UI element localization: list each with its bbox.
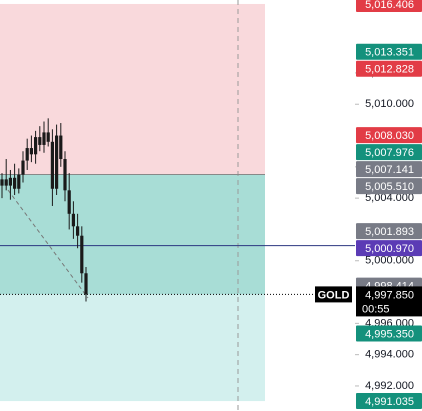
price-label: 4,991.035 <box>365 396 414 408</box>
countdown: 00:55 <box>362 303 390 315</box>
price-label: 4,995.350 <box>365 328 414 340</box>
current-price-label: 4,997.850 <box>365 289 414 301</box>
price-label: 5,013.351 <box>365 47 414 59</box>
candle-body <box>84 273 88 295</box>
zone <box>0 294 265 402</box>
price-label-box <box>356 325 422 342</box>
candle-body <box>42 132 46 145</box>
price-label-box <box>356 43 422 60</box>
price-label: 5,001.893 <box>365 226 414 238</box>
candle-body <box>46 132 50 142</box>
zone <box>0 174 265 295</box>
y-tick-label: 4,992.000 <box>365 380 414 392</box>
candle-body <box>21 160 25 175</box>
candle-body <box>0 179 4 186</box>
price-label-box <box>356 240 422 257</box>
symbol-tag <box>315 286 352 303</box>
candle-body <box>76 226 80 236</box>
price-label: 5,016.406 <box>365 0 414 11</box>
trend-line <box>7 189 89 299</box>
price-label: 5,008.030 <box>365 130 414 142</box>
price-label-box <box>356 60 422 77</box>
current-price-box <box>356 286 422 317</box>
price-label-box <box>356 393 422 410</box>
candle-body <box>71 213 75 227</box>
price-label: 5,012.828 <box>365 64 414 76</box>
price-label: 5,007.976 <box>365 147 414 159</box>
price-label-box <box>356 161 422 178</box>
candle-body <box>50 141 54 189</box>
candle-body <box>80 235 84 274</box>
candle-body <box>67 190 71 214</box>
price-label-box <box>356 0 422 12</box>
price-label: 5,005.510 <box>365 181 414 193</box>
price-label-box <box>356 223 422 240</box>
price-label-box <box>356 178 422 195</box>
candle-body <box>63 159 67 191</box>
y-tick-label: 5,004.000 <box>365 192 414 204</box>
price-label-box <box>356 127 422 144</box>
candle-body <box>38 137 42 145</box>
price-label-box <box>356 144 422 161</box>
candle-body <box>13 177 17 189</box>
zones <box>0 3 265 402</box>
candle-body <box>8 177 12 186</box>
price-label: 5,007.141 <box>365 164 414 176</box>
candle-body <box>29 148 33 155</box>
candle-body <box>4 179 8 186</box>
y-tick-label: 4,994.000 <box>365 349 414 361</box>
candle-body <box>17 174 21 189</box>
candle-body <box>25 148 29 161</box>
candle-body <box>59 135 63 160</box>
symbol: GOLD <box>318 289 350 301</box>
candle-body <box>55 135 59 189</box>
candle-body <box>34 137 38 155</box>
price-label: 5,000.970 <box>365 243 414 255</box>
y-tick-label: 5,010.000 <box>365 98 414 110</box>
y-tick-label: 5,000.000 <box>365 255 414 267</box>
